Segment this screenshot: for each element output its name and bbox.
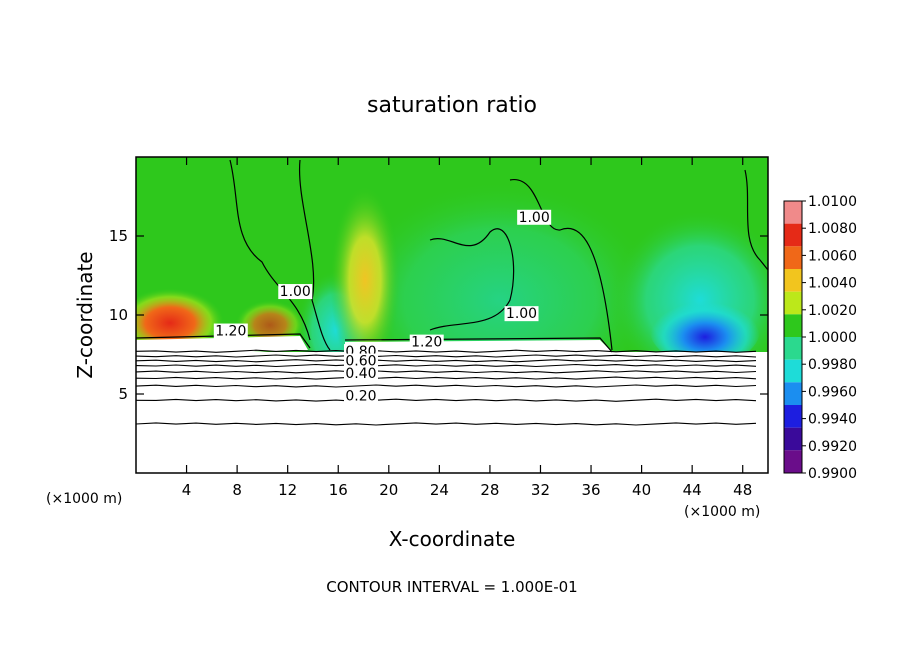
x-tick-label: 12	[278, 481, 297, 499]
contour-line	[429, 228, 515, 331]
field-region	[136, 281, 225, 351]
contour-line	[136, 384, 757, 388]
contour-label-bg	[343, 388, 378, 404]
colorbar-label: 1.0040	[808, 276, 857, 292]
y-tick-label: 10	[109, 306, 128, 324]
contour-label-bg	[343, 353, 378, 369]
contour-label-bg	[278, 284, 313, 300]
colorbar-label: 1.0060	[808, 248, 857, 264]
y-tick-label: 15	[109, 227, 128, 245]
colorbar-label: 0.9920	[808, 439, 857, 455]
contour-interval-note: CONTOUR INTERVAL = 1.000E-01	[326, 578, 577, 596]
y-tick-label: 5	[118, 385, 128, 403]
x-tick-label: 24	[430, 481, 449, 499]
contour-line	[509, 179, 613, 351]
colorbar-swatch	[784, 201, 802, 224]
colorbar-label: 1.0080	[808, 221, 857, 237]
contour-label-bg	[517, 209, 552, 225]
x-unit-right: (×1000 m)	[684, 504, 760, 520]
contour-line	[136, 349, 757, 353]
x-tick-label: 44	[683, 481, 702, 499]
contour-line	[136, 422, 757, 426]
contour-line	[229, 159, 311, 341]
colorbar-label: 0.9980	[808, 357, 857, 373]
colorbar-swatch	[784, 337, 802, 360]
colorbar-swatch	[784, 269, 802, 292]
colorbar-label: 0.9900	[808, 466, 857, 482]
colorbar-label: 1.0100	[808, 194, 857, 210]
horizontal-contours	[136, 349, 757, 426]
x-tick-label: 40	[632, 481, 651, 499]
contour-labels: 1.201.201.001.001.000.800.600.400.20	[213, 209, 552, 404]
x-axis: 4 8 12 16 20 24 28 32 36 40 44 48	[182, 157, 752, 499]
colorbar-swatch	[784, 427, 802, 451]
contour-line	[298, 159, 331, 351]
contour-label-bg	[409, 334, 444, 350]
contour-label: 1.20	[411, 335, 442, 351]
contour-line	[744, 169, 768, 271]
contour-line	[136, 333, 311, 349]
contour-label: 1.00	[519, 210, 550, 226]
x-tick-label: 20	[379, 481, 398, 499]
y-axis-label: Z-coordinate	[73, 251, 97, 378]
x-tick-label: 16	[329, 481, 348, 499]
field-region	[650, 295, 760, 365]
colorbar-swatch	[784, 382, 802, 405]
contour-label: 1.00	[280, 284, 311, 300]
colorbar-label: 0.9960	[808, 384, 857, 400]
plot-area	[136, 157, 768, 473]
colorbar-label: 1.0020	[808, 303, 857, 319]
colorbar-swatch	[784, 450, 802, 473]
colorbar-label: 1.0000	[808, 330, 857, 346]
x-tick-label: 48	[733, 481, 752, 499]
contour-label-bg	[213, 323, 248, 339]
contour-label-bg	[504, 306, 539, 322]
contour-label: 1.00	[506, 306, 537, 322]
x-tick-label: 28	[480, 481, 499, 499]
contour-label: 0.40	[345, 366, 376, 382]
field-region	[235, 295, 305, 345]
contour-line	[136, 354, 757, 358]
x-tick-label: 8	[232, 481, 242, 499]
x-tick-label: 36	[581, 481, 600, 499]
contour-label-bg	[343, 366, 378, 382]
lower-region	[136, 352, 768, 473]
colorbar-swatch	[784, 405, 802, 428]
x-axis-label: X-coordinate	[389, 527, 516, 551]
x-tick-label: 4	[182, 481, 192, 499]
chart-title: saturation ratio	[367, 93, 537, 118]
field-region	[330, 185, 400, 375]
colorbar-swatch	[784, 246, 802, 269]
colorbar-swatch	[784, 223, 802, 247]
contour-label: 0.20	[345, 388, 376, 404]
colorbar-swatch	[784, 314, 802, 337]
contour-line	[136, 359, 757, 363]
colorbar-swatch	[784, 291, 802, 315]
y-axis: 5 10 15	[109, 227, 768, 403]
x-unit-left: (×1000 m)	[46, 491, 122, 507]
contour-label: 1.20	[215, 324, 246, 340]
contour-line	[136, 376, 757, 380]
colorbar-label: 0.9940	[808, 412, 857, 428]
colorbar: 1.0100 1.0080 1.0060 1.0040 1.0020 1.0000 0.99…	[783, 194, 857, 482]
colorbar-swatch	[784, 359, 802, 383]
contour-line	[136, 363, 757, 368]
contour-line	[136, 398, 757, 402]
contour-line	[136, 370, 757, 374]
x-tick-label: 32	[531, 481, 550, 499]
contour-label: 0.60	[345, 354, 376, 370]
